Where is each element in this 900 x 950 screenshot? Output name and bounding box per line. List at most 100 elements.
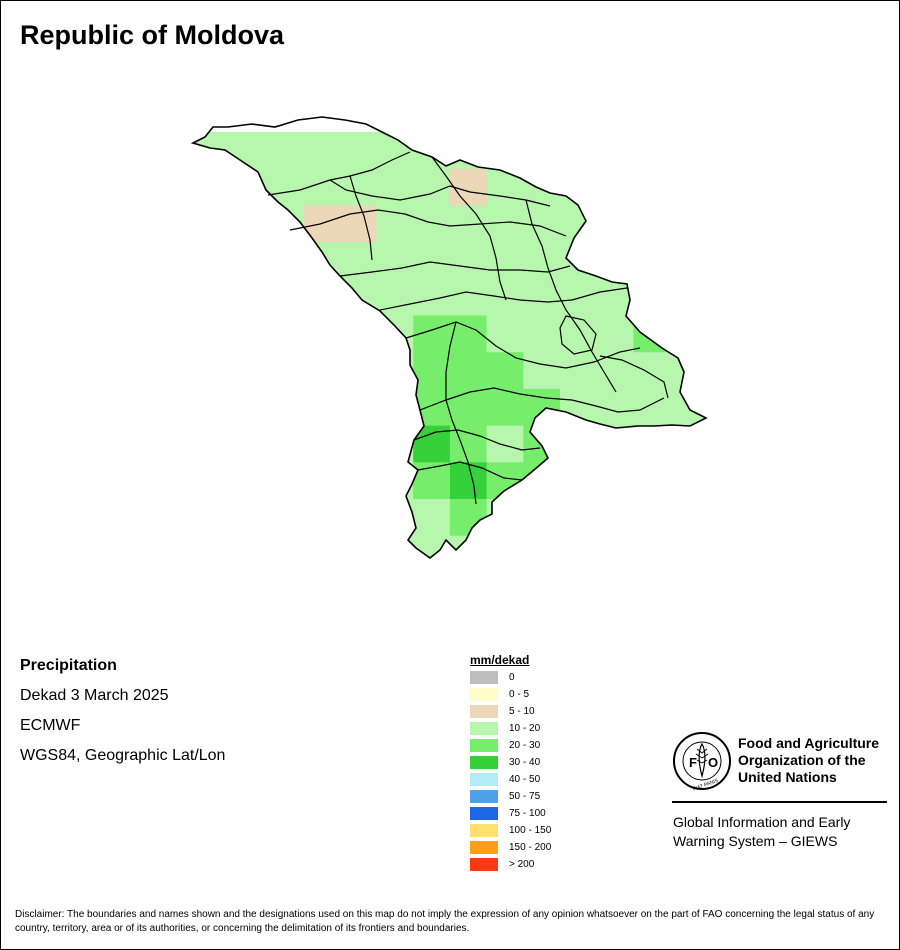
district-boundary [419, 387, 665, 413]
precipitation-cell [486, 205, 524, 243]
precipitation-cell [817, 462, 854, 499]
precipitation-cell [560, 499, 598, 537]
precipitation-cell [376, 425, 414, 463]
precipitation-cell [413, 352, 451, 390]
precipitation-cell [560, 315, 598, 353]
precipitation-cell [596, 315, 634, 353]
precipitation-cell [670, 425, 706, 463]
precipitation-cell [339, 278, 377, 316]
precipitation-cell [229, 499, 267, 537]
precipitation-cell [449, 352, 488, 390]
precipitation-cell [596, 352, 634, 390]
precipitation-cell [670, 535, 706, 558]
precipitation-cell [303, 132, 341, 170]
precipitation-cell [266, 242, 304, 280]
precipitation-cell [633, 499, 671, 537]
precipitation-cell [744, 352, 781, 389]
precipitation-cell [596, 278, 634, 316]
legend-label: 30 - 40 [509, 757, 541, 768]
precipitation-cell [266, 315, 304, 353]
precipitation-cell [744, 316, 781, 353]
precipitation-cell [596, 168, 634, 206]
precipitation-cell [413, 168, 451, 206]
legend-swatch [470, 858, 498, 871]
precipitation-cell [229, 425, 267, 463]
precipitation-cell [339, 499, 377, 537]
giews-name: Global Information and Early Warning Sys… [673, 813, 888, 851]
precipitation-cell [376, 132, 414, 170]
precipitation-cell [339, 462, 377, 500]
precipitation-cell [193, 462, 231, 500]
district-boundary [339, 261, 571, 277]
precipitation-cell [523, 352, 561, 390]
district-boundary [329, 179, 551, 207]
precipitation-cell [744, 389, 781, 426]
precipitation-cell [523, 462, 561, 500]
source-label: ECMWF [20, 717, 81, 734]
precipitation-cell [670, 278, 706, 316]
precipitation-cell [707, 536, 744, 573]
precipitation-cell [229, 462, 267, 500]
precipitation-cell [780, 536, 817, 573]
precipitation-cell [670, 242, 706, 280]
precipitation-cell [266, 168, 304, 206]
admin-boundaries [190, 116, 708, 560]
precipitation-cell [303, 352, 341, 390]
precipitation-cell [229, 315, 267, 353]
fao-name-line: Organization of the [738, 752, 866, 768]
precipitation-cell [670, 499, 706, 537]
precipitation-cell [523, 425, 561, 463]
precipitation-cell [707, 389, 744, 426]
precipitation-cell [523, 132, 561, 170]
legend-label: 20 - 30 [509, 740, 541, 751]
precipitation-cell [193, 535, 231, 558]
legend-label: 150 - 200 [509, 842, 552, 853]
precipitation-cell [486, 242, 524, 280]
precipitation-cell [303, 425, 341, 463]
district-boundary [599, 355, 669, 399]
precipitation-cell [633, 132, 671, 170]
legend-swatch [470, 807, 498, 820]
precipitation-cell [376, 315, 414, 353]
precipitation-cell [449, 425, 488, 463]
precipitation-cell [707, 242, 744, 279]
precipitation-cell [266, 499, 304, 537]
legend-swatch [470, 722, 498, 735]
precipitation-cell [707, 426, 744, 463]
precipitation-cell [266, 205, 304, 243]
precipitation-cell [339, 388, 377, 427]
precipitation-cell [596, 425, 634, 463]
precipitation-cell [303, 242, 341, 280]
precipitation-cell [523, 535, 561, 558]
precipitation-cell [560, 535, 598, 558]
precipitation-cell [229, 388, 267, 427]
precipitation-cell [339, 132, 377, 170]
precipitation-cell [303, 535, 341, 558]
precipitation-cell [266, 425, 304, 463]
precipitation-cell [193, 425, 231, 463]
precipitation-cell [744, 426, 781, 463]
logo-divider [672, 801, 887, 803]
legend-label: 50 - 75 [509, 791, 541, 802]
country-boundary [190, 116, 708, 560]
precipitation-cell [560, 352, 598, 390]
precipitation-cell [670, 205, 706, 243]
precipitation-cell [560, 132, 598, 170]
variable-label: Precipitation [20, 657, 117, 674]
precipitation-cell [376, 388, 414, 427]
precipitation-cell [303, 499, 341, 537]
giews-line: Warning System – GIEWS [673, 833, 838, 849]
precipitation-cell [486, 388, 524, 427]
district-boundary [413, 429, 541, 451]
legend-label: 100 - 150 [509, 825, 552, 836]
district-boundary [431, 156, 507, 301]
precipitation-cell [670, 352, 706, 390]
precipitation-cell [266, 535, 304, 558]
precipitation-cell [707, 316, 744, 353]
precipitation-cell [486, 315, 524, 353]
precipitation-cell [486, 168, 524, 206]
precipitation-cell [449, 242, 488, 280]
legend-swatch [470, 824, 498, 837]
precipitation-cell [193, 168, 231, 206]
precipitation-cell [670, 462, 706, 500]
